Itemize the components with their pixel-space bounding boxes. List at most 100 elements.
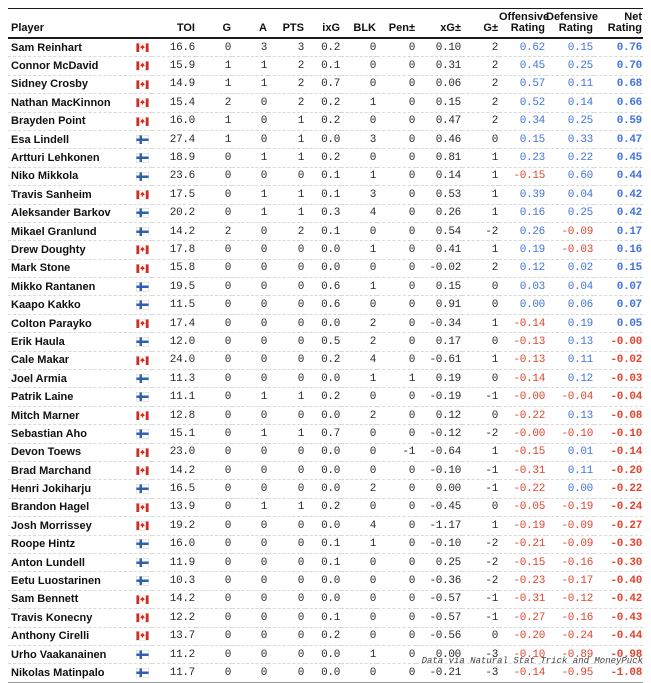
offensive-rating-cell: -0.22 bbox=[499, 406, 546, 426]
player-name: Mikael Granlund bbox=[11, 225, 97, 238]
gdiff-cell: 2 bbox=[462, 75, 499, 95]
offensive-rating-cell: 0.00 bbox=[499, 295, 546, 315]
blocks-cell: 1 bbox=[341, 240, 377, 260]
player-name: Nathan MacKinnon bbox=[11, 96, 111, 109]
defensive-rating-cell: -0.09 bbox=[546, 535, 594, 554]
pen-cell: 0 bbox=[377, 498, 416, 518]
gdiff-cell: 2 bbox=[462, 93, 499, 113]
ixg-cell: 0.1 bbox=[305, 553, 341, 573]
goals-cell: 0 bbox=[196, 148, 232, 168]
assists-cell: 0 bbox=[232, 461, 268, 481]
player-name: Artturi Lehkonen bbox=[11, 152, 100, 165]
pen-cell: 0 bbox=[377, 424, 416, 444]
flag-canada-icon bbox=[136, 79, 149, 90]
flag-finland-icon bbox=[136, 539, 149, 549]
flag-canada-icon bbox=[136, 318, 149, 329]
ixg-cell: 0.7 bbox=[305, 75, 341, 95]
table-row: Niko Mikkola 23.6 0 0 0 0.1 1 0 0.14 1 -… bbox=[8, 167, 643, 187]
xg-cell: 0.00 bbox=[416, 479, 462, 499]
defensive-rating-cell: -0.10 bbox=[546, 424, 594, 444]
flag-finland-icon bbox=[136, 429, 149, 439]
player-name: Josh Morrissey bbox=[11, 519, 92, 532]
toi-cell: 16.6 bbox=[152, 38, 196, 58]
gdiff-cell: -2 bbox=[462, 553, 499, 573]
pen-cell: 0 bbox=[377, 351, 416, 371]
defensive-rating-cell: -0.03 bbox=[546, 240, 594, 260]
defensive-rating-cell: -0.19 bbox=[546, 498, 594, 518]
net-rating-cell: 0.07 bbox=[594, 277, 643, 297]
offensive-rating-cell: -0.19 bbox=[499, 516, 546, 536]
blocks-cell: 0 bbox=[341, 387, 377, 407]
defensive-rating-cell: 0.04 bbox=[546, 185, 594, 205]
table-row: Esa Lindell 27.4 1 0 1 0.0 3 0 0.46 0 0.… bbox=[8, 130, 643, 150]
ixg-cell: 0.2 bbox=[305, 498, 341, 518]
net-rating-cell: -0.43 bbox=[594, 608, 643, 628]
net-rating-cell: -0.10 bbox=[594, 424, 643, 444]
blocks-cell: 0 bbox=[341, 553, 377, 573]
defensive-rating-cell: 0.11 bbox=[546, 351, 594, 371]
player-name: Mitch Marner bbox=[11, 409, 80, 422]
toi-cell: 13.9 bbox=[152, 498, 196, 518]
flag-finland-icon bbox=[136, 134, 149, 145]
goals-cell: 1 bbox=[196, 75, 232, 95]
assists-cell: 0 bbox=[232, 443, 268, 462]
xg-cell: 0.06 bbox=[416, 75, 462, 95]
net-rating-cell: -0.22 bbox=[594, 479, 643, 499]
blocks-cell: 2 bbox=[341, 314, 377, 334]
blocks-cell: 0 bbox=[341, 112, 377, 131]
table-row: Sam Reinhart 16.6 0 3 3 0.2 0 0 0.10 2 0… bbox=[8, 38, 643, 58]
table-row: Erik Haula 12.0 0 0 0 0.5 2 0 0.17 0 -0.… bbox=[8, 332, 643, 352]
flag-finland-icon bbox=[136, 649, 149, 660]
flag-canada-icon bbox=[136, 521, 149, 531]
net-rating-cell: -0.04 bbox=[594, 387, 643, 407]
net-rating-cell: 0.07 bbox=[594, 295, 643, 315]
xg-cell: 0.47 bbox=[416, 112, 462, 131]
pen-cell: 0 bbox=[377, 38, 416, 58]
offensive-rating-cell: -0.23 bbox=[499, 571, 546, 591]
goals-cell: 0 bbox=[196, 461, 232, 481]
defensive-rating-cell: -0.16 bbox=[546, 608, 594, 628]
flag-canada-icon bbox=[136, 263, 149, 274]
player-name: Anton Lundell bbox=[11, 556, 85, 569]
offensive-rating-cell: -0.31 bbox=[499, 590, 546, 610]
pen-cell: 0 bbox=[377, 295, 416, 315]
blocks-cell: 0 bbox=[341, 498, 377, 518]
points-cell: 2 bbox=[268, 93, 305, 113]
ixg-cell: 0.0 bbox=[305, 240, 341, 260]
blocks-cell: 2 bbox=[341, 479, 377, 499]
offensive-rating-cell: 0.57 bbox=[499, 75, 546, 95]
ixg-cell: 0.6 bbox=[305, 277, 341, 297]
pen-cell: 0 bbox=[377, 112, 416, 131]
defensive-rating-cell: 0.25 bbox=[546, 204, 594, 223]
defensive-rating-cell: 0.14 bbox=[546, 93, 594, 113]
goals-cell: 0 bbox=[196, 498, 232, 518]
player-stats-table: Player TOI G A PTS ixG BLK Pen± xG± G± O… bbox=[8, 8, 643, 683]
net-rating-cell: 0.76 bbox=[594, 38, 643, 58]
net-rating-cell: 0.15 bbox=[594, 259, 643, 279]
player-name: Colton Parayko bbox=[11, 317, 92, 330]
player-name: Sebastian Aho bbox=[11, 427, 87, 440]
defensive-rating-cell: 0.15 bbox=[546, 38, 594, 58]
xg-cell: 0.15 bbox=[416, 277, 462, 297]
ixg-cell: 0.0 bbox=[305, 443, 341, 462]
goals-cell: 0 bbox=[196, 406, 232, 426]
blocks-cell: 0 bbox=[341, 424, 377, 444]
defensive-rating-cell: -0.95 bbox=[546, 663, 594, 683]
points-cell: 0 bbox=[268, 443, 305, 462]
ixg-cell: 0.0 bbox=[305, 479, 341, 499]
player-name: Roope Hintz bbox=[11, 538, 76, 551]
ixg-cell: 0.1 bbox=[305, 185, 341, 205]
net-rating-cell: -0.42 bbox=[594, 590, 643, 610]
net-rating-cell: -0.24 bbox=[594, 498, 643, 518]
pen-cell: 0 bbox=[377, 75, 416, 95]
gdiff-cell: -2 bbox=[462, 424, 499, 444]
defensive-rating-cell: 0.22 bbox=[546, 148, 594, 168]
gdiff-cell: 2 bbox=[462, 112, 499, 131]
assists-cell: 0 bbox=[232, 608, 268, 628]
blocks-cell: 1 bbox=[341, 645, 377, 665]
flag-finland-icon bbox=[136, 337, 149, 347]
table-row: Travis Konecny 12.2 0 0 0 0.1 0 0 -0.57 … bbox=[8, 608, 643, 628]
xg-cell: -0.12 bbox=[416, 424, 462, 444]
ixg-cell: 0.1 bbox=[305, 56, 341, 76]
goals-cell: 0 bbox=[196, 369, 232, 389]
